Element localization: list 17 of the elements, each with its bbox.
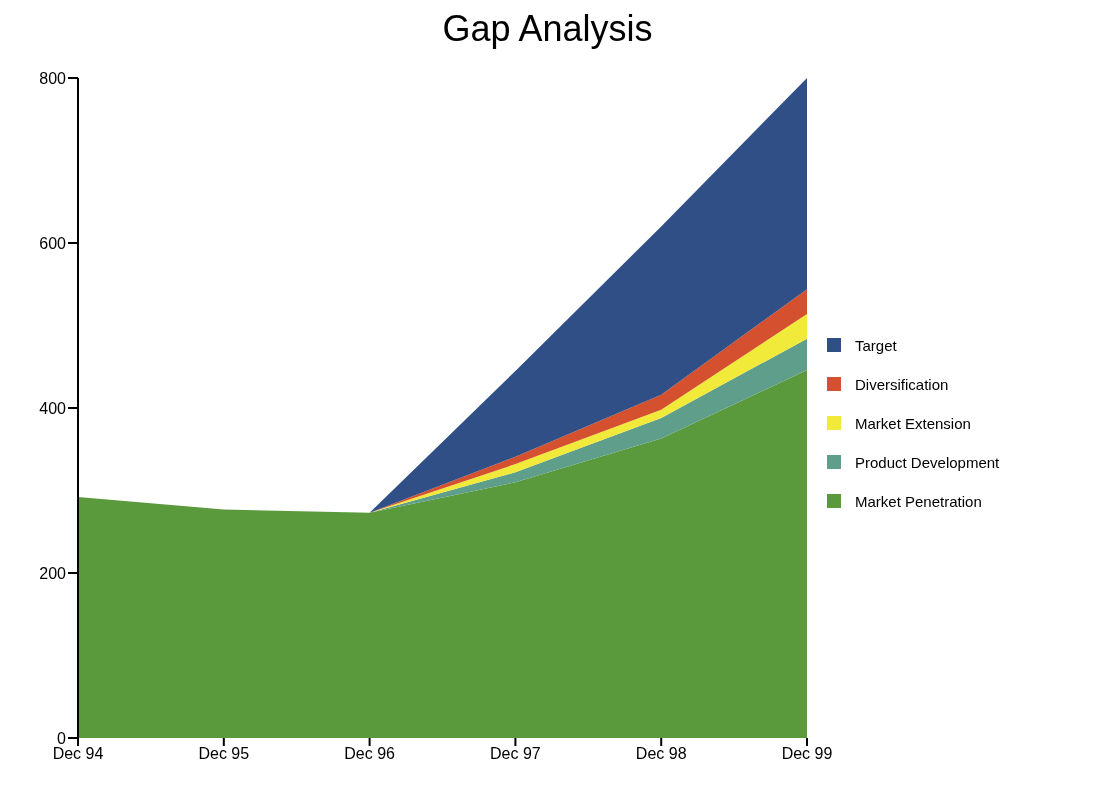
x-tick-label: Dec 97 <box>490 745 541 763</box>
chart-title: Gap Analysis <box>441 8 654 51</box>
legend-label: Product Development <box>855 453 1000 471</box>
x-tick-label: Dec 96 <box>344 745 396 763</box>
y-tick-label: 600 <box>39 234 67 252</box>
x-tick-label: Dec 95 <box>198 745 250 763</box>
x-tick-label: Dec 99 <box>781 745 833 763</box>
y-tick-label: 800 <box>39 69 67 87</box>
x-tick-label: Dec 98 <box>635 745 687 763</box>
legend-label: Target <box>855 336 897 354</box>
legend-label: Market Penetration <box>855 492 982 510</box>
x-tick-label: Dec 94 <box>52 745 104 763</box>
y-tick-label: 200 <box>39 564 67 582</box>
legend-label: Diversification <box>855 375 949 393</box>
legend-label: Market Extension <box>855 414 971 432</box>
y-tick-label: 0 <box>57 729 67 747</box>
y-tick-label: 400 <box>39 399 67 417</box>
